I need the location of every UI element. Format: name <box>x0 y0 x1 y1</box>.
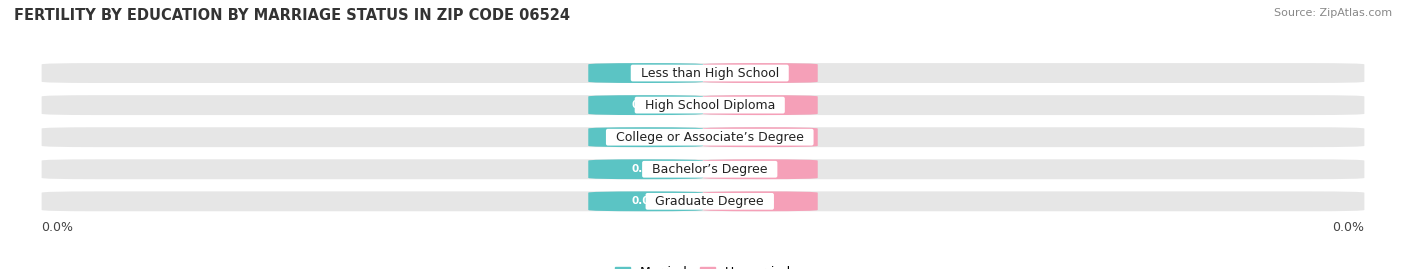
FancyBboxPatch shape <box>42 192 1364 211</box>
FancyBboxPatch shape <box>703 63 818 83</box>
Text: 0.0%: 0.0% <box>631 132 661 142</box>
Text: College or Associate’s Degree: College or Associate’s Degree <box>607 131 811 144</box>
FancyBboxPatch shape <box>703 127 818 147</box>
Text: 0.0%: 0.0% <box>631 196 661 206</box>
Text: 0.0%: 0.0% <box>745 132 775 142</box>
FancyBboxPatch shape <box>42 159 1364 179</box>
FancyBboxPatch shape <box>703 159 818 179</box>
Legend: Married, Unmarried: Married, Unmarried <box>610 261 796 269</box>
Text: 0.0%: 0.0% <box>745 164 775 174</box>
Text: 0.0%: 0.0% <box>745 100 775 110</box>
FancyBboxPatch shape <box>703 95 818 115</box>
FancyBboxPatch shape <box>588 192 703 211</box>
Text: High School Diploma: High School Diploma <box>637 99 783 112</box>
Text: Less than High School: Less than High School <box>633 66 787 80</box>
FancyBboxPatch shape <box>703 192 818 211</box>
FancyBboxPatch shape <box>42 95 1364 115</box>
Text: FERTILITY BY EDUCATION BY MARRIAGE STATUS IN ZIP CODE 06524: FERTILITY BY EDUCATION BY MARRIAGE STATU… <box>14 8 569 23</box>
FancyBboxPatch shape <box>588 127 703 147</box>
Text: Graduate Degree: Graduate Degree <box>647 195 772 208</box>
FancyBboxPatch shape <box>588 95 703 115</box>
Text: 0.0%: 0.0% <box>745 68 775 78</box>
Text: 0.0%: 0.0% <box>631 164 661 174</box>
Text: Bachelor’s Degree: Bachelor’s Degree <box>644 163 776 176</box>
FancyBboxPatch shape <box>42 63 1364 83</box>
Text: 0.0%: 0.0% <box>745 196 775 206</box>
FancyBboxPatch shape <box>42 127 1364 147</box>
Text: 0.0%: 0.0% <box>1333 221 1364 233</box>
Text: 0.0%: 0.0% <box>631 100 661 110</box>
Text: 0.0%: 0.0% <box>42 221 73 233</box>
Text: 0.0%: 0.0% <box>631 68 661 78</box>
Text: Source: ZipAtlas.com: Source: ZipAtlas.com <box>1274 8 1392 18</box>
FancyBboxPatch shape <box>588 63 703 83</box>
FancyBboxPatch shape <box>588 159 703 179</box>
